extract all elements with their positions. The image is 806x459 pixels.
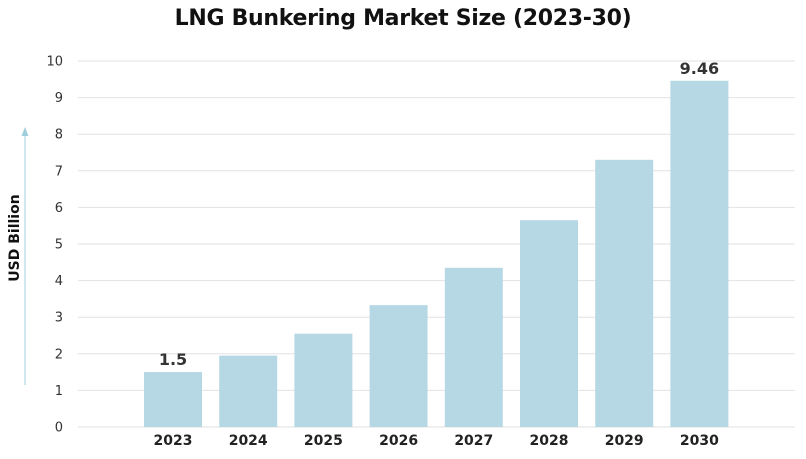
y-axis-arrow-head — [21, 127, 29, 136]
bar-2028 — [520, 220, 578, 427]
x-tick-label: 2026 — [379, 433, 418, 449]
bar-2023 — [144, 372, 202, 427]
y-axis-arrow — [21, 127, 29, 385]
data-label: 9.46 — [680, 59, 719, 78]
y-tick-label: 1 — [55, 384, 63, 399]
bar-2026 — [369, 305, 428, 427]
bars — [144, 80, 729, 427]
y-tick-label: 8 — [55, 128, 63, 143]
x-tick-label: 2025 — [304, 433, 343, 449]
bar-2024 — [219, 355, 278, 427]
chart-title: LNG Bunkering Market Size (2023-30) — [174, 6, 632, 31]
x-tick-label: 2030 — [680, 433, 719, 449]
x-tick-label: 2027 — [454, 433, 493, 449]
data-label: 1.5 — [159, 350, 187, 369]
y-tick-label: 4 — [55, 274, 63, 289]
y-tick-label: 10 — [46, 55, 63, 70]
y-tick-label: 9 — [55, 91, 63, 106]
x-tick-label: 2029 — [605, 433, 644, 449]
y-axis-ticks: 0 1 2 3 4 5 6 7 8 9 10 — [46, 55, 63, 436]
y-tick-label: 2 — [55, 347, 63, 362]
data-labels: 1.5 9.46 — [159, 59, 719, 369]
y-axis-label: USD Billion — [7, 194, 23, 281]
y-tick-label: 3 — [55, 311, 63, 326]
y-tick-label: 0 — [55, 421, 63, 436]
x-tick-label: 2028 — [530, 433, 569, 449]
bar-2027 — [444, 267, 503, 427]
bar-2030 — [670, 80, 729, 427]
x-tick-label: 2023 — [154, 433, 193, 449]
y-tick-label: 7 — [55, 164, 63, 179]
y-tick-label: 6 — [55, 201, 63, 216]
bar-2025 — [294, 333, 353, 427]
y-tick-label: 5 — [55, 238, 63, 253]
x-tick-label: 2024 — [229, 433, 268, 449]
x-axis-ticks: 2023 2024 2025 2026 2027 2028 2029 2030 — [154, 433, 720, 449]
bar-2029 — [595, 159, 654, 427]
